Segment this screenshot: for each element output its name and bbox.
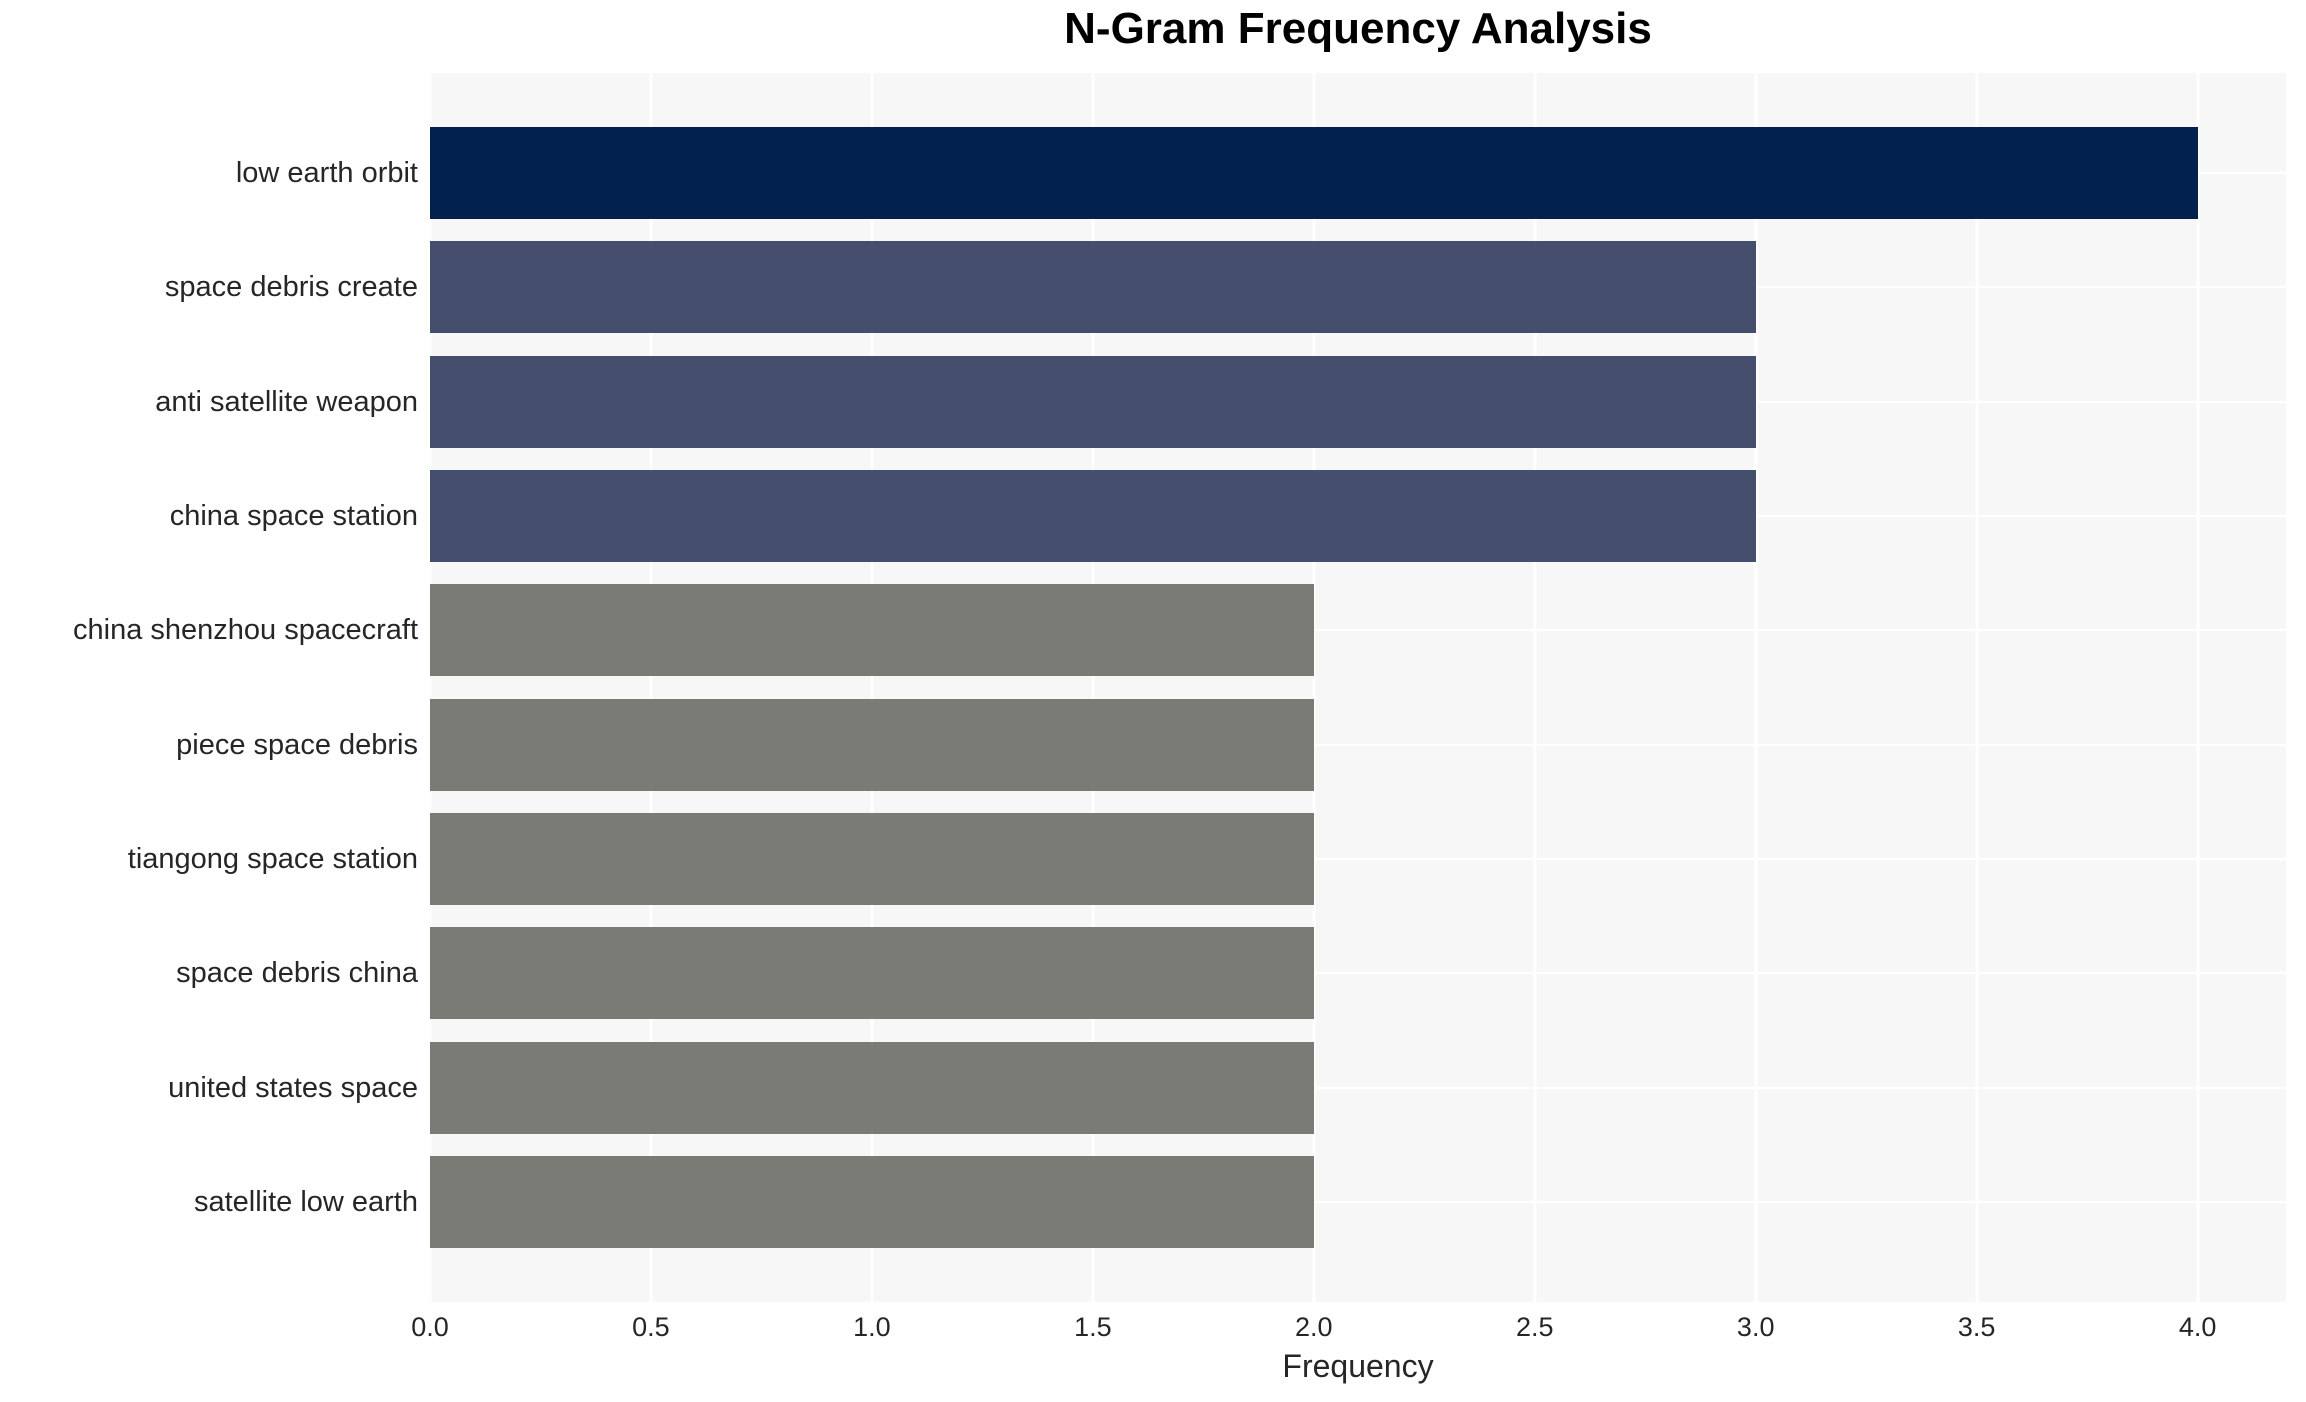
y-tick-label: satellite low earth xyxy=(193,1185,418,1218)
x-tick-label: 0.5 xyxy=(632,1312,670,1342)
x-gridline xyxy=(1754,73,1758,1302)
x-tick-label: 2.0 xyxy=(1295,1312,1333,1342)
bar-anti-satellite-weapon xyxy=(430,355,1756,448)
y-gridline xyxy=(430,629,2286,632)
x-gridline xyxy=(430,73,432,1302)
x-tick-label: 1.0 xyxy=(853,1312,891,1342)
x-gridline xyxy=(1312,73,1316,1302)
chart-title: N-Gram Frequency Analysis xyxy=(1064,4,1652,53)
bar-tiangong-space-station xyxy=(430,812,1314,905)
y-gridline xyxy=(430,743,2286,746)
y-tick-label: anti satellite weapon xyxy=(155,385,418,418)
y-tick-label: china shenzhou spacecraft xyxy=(73,614,418,647)
y-tick-label: space debris china xyxy=(176,957,418,990)
bar-china-space-station xyxy=(430,470,1756,563)
x-tick-label: 4.0 xyxy=(2178,1312,2217,1342)
x-gridline xyxy=(2196,73,2200,1302)
x-gridline xyxy=(1975,73,1979,1302)
x-tick-label: 0.0 xyxy=(411,1312,449,1342)
bar-china-shenzhou-spacecraft xyxy=(430,584,1314,677)
x-tick-label: 2.5 xyxy=(1515,1312,1554,1342)
y-tick-label: space debris create xyxy=(164,271,418,304)
x-gridline xyxy=(1091,73,1095,1302)
x-gridline xyxy=(1533,73,1537,1302)
y-gridline xyxy=(430,1086,2286,1089)
y-axis-labels: low earth orbit space debris create anti s… xyxy=(0,73,418,1302)
bar-satellite-low-earth xyxy=(430,1155,1314,1248)
x-axis-label: Frequency xyxy=(1282,1348,1434,1384)
y-tick-label: piece space debris xyxy=(176,728,418,761)
y-gridline xyxy=(430,972,2286,975)
bar-piece-space-debris xyxy=(430,698,1314,791)
y-gridline xyxy=(430,857,2286,860)
y-tick-label: united states space xyxy=(168,1071,418,1104)
bar-low-earth-orbit xyxy=(430,127,2198,220)
y-gridline xyxy=(430,1200,2286,1203)
x-axis-ticks: 0.0 0.5 1.0 1.5 2.0 2.5 3.0 3.5 4.0 xyxy=(411,1302,2286,1346)
plot-area xyxy=(430,73,2286,1302)
x-gridline xyxy=(649,73,653,1302)
y-tick-label: tiangong space station xyxy=(127,842,418,875)
x-gridline xyxy=(870,73,874,1302)
x-tick-label: 3.0 xyxy=(1736,1312,1775,1342)
bar-space-debris-china xyxy=(430,927,1314,1020)
y-tick-label: low earth orbit xyxy=(235,157,418,190)
y-tick-label: china space station xyxy=(169,500,418,533)
bar-space-debris-create xyxy=(430,241,1756,334)
bar-united-states-space xyxy=(430,1041,1314,1134)
x-tick-label: 3.5 xyxy=(1957,1312,1996,1342)
x-tick-label: 1.5 xyxy=(1074,1312,1112,1342)
